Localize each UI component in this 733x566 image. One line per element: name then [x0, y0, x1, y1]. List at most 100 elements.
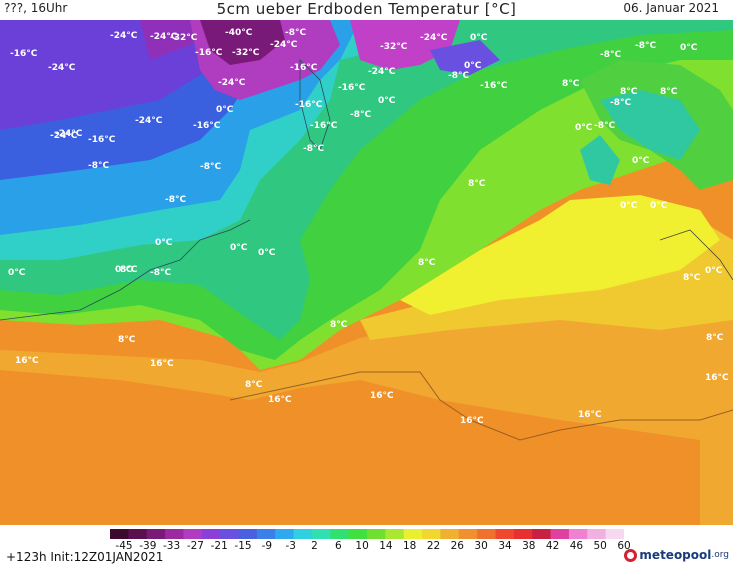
init-time-label: +123h Init:12Z01JAN2021 [6, 550, 164, 564]
temperature-label: -8°C [448, 71, 469, 81]
temperature-label: -8°C [635, 41, 656, 51]
color-scale-swatch [440, 529, 460, 539]
temperature-label: 0°C [680, 43, 698, 53]
temperature-label: -16°C [480, 81, 508, 91]
color-scale-swatch [183, 529, 203, 539]
color-scale-tick: 6 [334, 540, 342, 552]
temperature-label: -24°C [55, 129, 83, 139]
temperature-label: 0°C [378, 96, 396, 106]
color-scale-swatch [128, 529, 148, 539]
color-scale-tick: 18 [403, 540, 417, 552]
color-scale-tick: -21 [210, 540, 228, 552]
temperature-label: 0°C [115, 265, 133, 275]
temperature-label: -8°C [88, 161, 109, 171]
temperature-label: -8°C [600, 50, 621, 60]
svalbard-cold-zone [430, 40, 500, 75]
temperature-label: 0°C [575, 123, 593, 133]
temperature-map-svg: -24°C -32°C -40°C -8°C -32°C -24°C -24°C 0°C -16… [0, 20, 733, 525]
temperature-label: -16°C [88, 135, 116, 145]
color-scale-tick: -3 [285, 540, 296, 552]
temperature-label: -32°C [170, 33, 198, 43]
temperature-label: 16°C [460, 416, 484, 426]
temperature-label: 16°C [150, 359, 174, 369]
color-scale-swatch [550, 529, 570, 539]
temperature-label: 16°C [370, 391, 394, 401]
temperature-label: -24°C [110, 31, 138, 41]
temperature-label: -16°C [338, 83, 366, 93]
temperature-label: -16°C [10, 49, 38, 59]
color-scale-tick: 26 [450, 540, 464, 552]
map-footer: -45 -39 -33 -27 -21 -15 -9 -3 2 6 10 14 18 22 26 30 34 38… [0, 525, 733, 566]
color-scale-ticks: -45 -39 -33 -27 -21 -15 -9 -3 2 6 10 14 18 22 26 30 34 38… [110, 540, 630, 552]
temperature-label: -32°C [232, 48, 260, 58]
temperature-label: 8°C [620, 87, 638, 97]
temperature-label: -24°C [48, 63, 76, 73]
temperature-label: 8°C [120, 265, 138, 275]
color-scale-tick: 14 [379, 540, 393, 552]
temperature-label: 0°C [464, 61, 482, 71]
color-scale-swatch [403, 529, 423, 539]
temperature-label: -8°C [303, 144, 324, 154]
color-scale-tick: -15 [234, 540, 252, 552]
forecast-date: 06. Januar 2021 [623, 1, 719, 15]
color-scale-swatch [275, 529, 295, 539]
map-title: 5cm ueber Erdboden Temperatur [°C] [216, 0, 517, 18]
temperature-label: 0°C [632, 156, 650, 166]
temperature-label: -24°C [218, 78, 246, 88]
scandinavia-cold [600, 90, 700, 160]
color-scale-bar [110, 529, 624, 539]
temperature-label: -40°C [225, 28, 253, 38]
color-scale-tick: 38 [522, 540, 536, 552]
temperature-label: 0°C [650, 201, 668, 211]
temperature-label: -16°C [310, 121, 338, 131]
temperature-label: -24°C [420, 33, 448, 43]
temperature-map: -24°C -32°C -40°C -8°C -32°C -24°C -24°C 0°C -16… [0, 20, 733, 525]
color-scale-tick: -39 [139, 540, 157, 552]
coastline-north-america [0, 219, 251, 321]
temperature-label: -16°C [290, 63, 318, 73]
temperature-label: 8°C [418, 258, 436, 268]
color-scale-tick: -45 [115, 540, 133, 552]
color-scale-swatch [532, 529, 552, 539]
temperature-label: 8°C [562, 79, 580, 89]
color-scale-tick: 34 [498, 540, 512, 552]
temperature-label: 16°C [705, 373, 729, 383]
temperature-label: 16°C [268, 395, 292, 405]
temperature-label: -32°C [380, 42, 408, 52]
color-scale-swatch [477, 529, 496, 539]
color-scale-tick: 46 [569, 540, 584, 552]
temperature-label: 0°C [705, 266, 723, 276]
color-scale-tick: 42 [545, 540, 560, 552]
temperature-label: -24°C [135, 116, 163, 126]
color-scale-tick: 30 [474, 540, 488, 552]
color-scale-swatch [165, 529, 184, 539]
iceland-land [580, 135, 620, 185]
color-scale-tick: -27 [186, 540, 204, 552]
color-scale-tick: 50 [593, 540, 607, 552]
color-scale-swatch [568, 529, 588, 539]
temperature-label: 8°C [245, 380, 263, 390]
temperature-label: -8°C [610, 98, 631, 108]
color-scale-swatch [495, 529, 515, 539]
meteopool-logo[interactable]: meteopool .org [624, 547, 729, 563]
logo-tld: .org [711, 550, 729, 560]
color-scale-swatch [422, 529, 441, 539]
temperature-label: 16°C [578, 410, 602, 420]
temp-band-18 [0, 290, 733, 525]
color-scale-tick: 22 [426, 540, 441, 552]
color-scale-tick: 2 [311, 540, 318, 552]
temp-band-12 [400, 195, 720, 315]
coastline-greenland [299, 59, 331, 151]
color-scale-swatch [146, 529, 166, 539]
color-scale-swatch [458, 529, 478, 539]
color-scale-swatch [293, 529, 313, 539]
coastline-europe [659, 229, 733, 281]
temperature-label: 8°C [706, 333, 724, 343]
color-scale-swatch [330, 529, 350, 539]
temperature-label: 0°C [230, 243, 248, 253]
color-scale-swatch [256, 529, 276, 539]
temperature-label: 8°C [683, 273, 701, 283]
map-header: ???, 16Uhr 5cm ueber Erdboden Temperatur… [0, 0, 733, 20]
temperature-label: -24°C [270, 40, 298, 50]
temperature-label: -16°C [295, 100, 323, 110]
